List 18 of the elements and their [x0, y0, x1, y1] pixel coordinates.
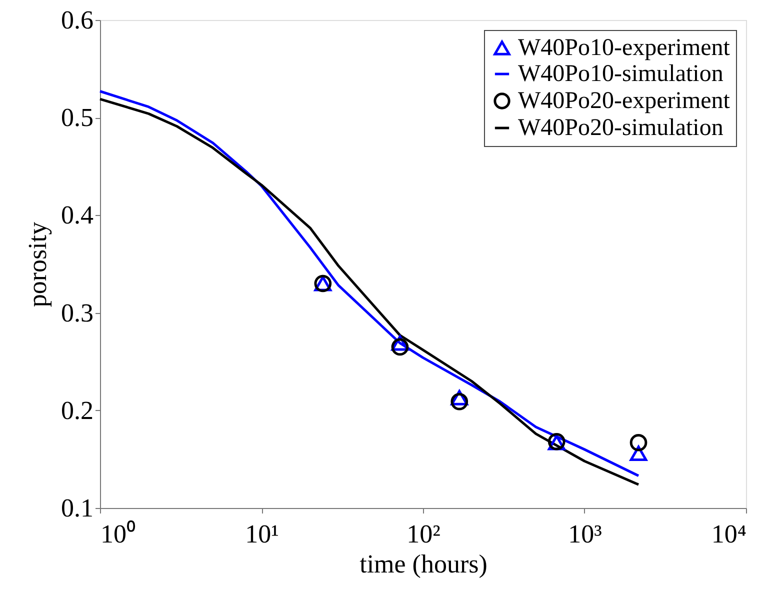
y-tick-label: 0.3 — [61, 298, 94, 328]
legend-label: W40Po20-simulation — [518, 115, 724, 141]
x-tick-label: 10³ — [568, 520, 602, 548]
x-tick-label: 10⁰ — [100, 520, 136, 548]
y-tick-label: 0.6 — [61, 6, 94, 34]
y-tick-label: 0.4 — [61, 200, 94, 230]
legend-label: W40Po10-simulation — [518, 61, 724, 87]
legend-label: W40Po10-experiment — [518, 35, 730, 61]
y-tick-label: 0.5 — [61, 103, 94, 132]
x-tick-label: 10² — [406, 520, 441, 548]
x-tick-label: 10¹ — [245, 520, 279, 548]
x-tick-label: 10⁴ — [711, 520, 746, 548]
y-tick-label: 0.2 — [61, 396, 94, 425]
x-axis-title: time (hours) — [360, 550, 488, 578]
point — [391, 338, 409, 356]
y-tick-label: 0.1 — [61, 494, 94, 522]
legend-label: W40Po20-experiment — [518, 88, 730, 114]
y-axis-title: porosity — [23, 222, 52, 308]
